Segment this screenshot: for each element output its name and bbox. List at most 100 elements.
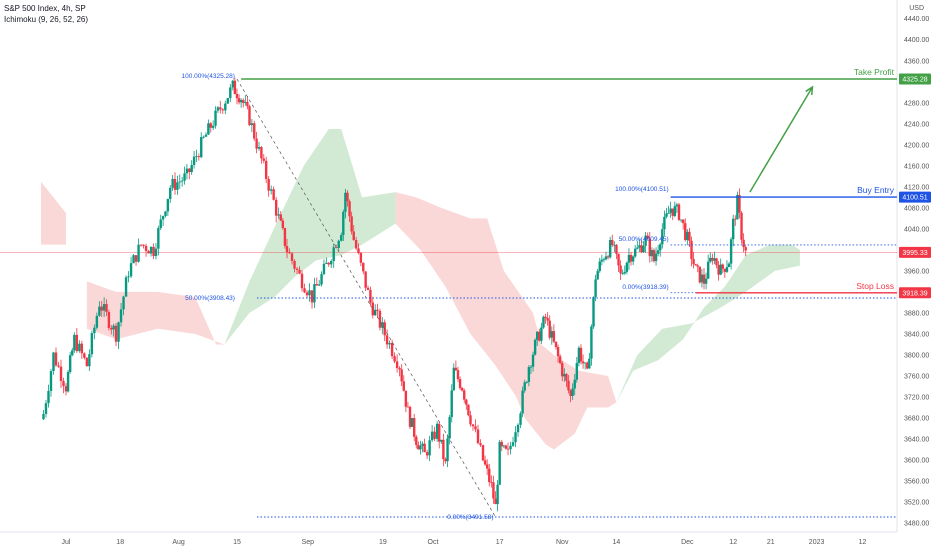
y-tick-label: 4440.00 [904, 16, 929, 23]
y-tick-label: 3800.00 [904, 352, 929, 359]
candle-body [209, 123, 212, 128]
candle-body [272, 189, 275, 200]
candle-body [274, 199, 278, 216]
candle-body [502, 445, 506, 447]
candle-body [567, 380, 570, 391]
candle-body [180, 180, 184, 182]
candle-body [496, 484, 499, 505]
x-tick-label: Aug [172, 539, 185, 546]
candle-body [110, 327, 113, 330]
y-tick-label: 4360.00 [904, 58, 929, 65]
candle-body [679, 219, 683, 221]
candle-body [719, 264, 722, 275]
candle-body [738, 195, 741, 213]
candle-body [330, 261, 333, 265]
candle-body [310, 290, 314, 303]
candle-body [359, 252, 363, 263]
candle-body [627, 254, 631, 263]
target-arrow-head [805, 85, 814, 96]
candle-body [435, 423, 439, 439]
candle-body [244, 101, 247, 103]
candle-body [207, 123, 210, 135]
candle-body [269, 189, 273, 191]
candle-body [492, 482, 495, 499]
y-tick-label: 3560.00 [904, 479, 929, 486]
candle-body [471, 424, 475, 427]
candle-body [385, 335, 389, 345]
candle-body [117, 322, 120, 342]
candle-body [169, 187, 172, 199]
candle-body [702, 274, 706, 284]
candle-body [675, 204, 679, 207]
candle-body [656, 250, 660, 254]
candle-body [402, 381, 405, 391]
candle-body [460, 388, 464, 391]
candle-body [452, 367, 456, 391]
candle-body [709, 257, 712, 262]
candle-body [598, 261, 601, 272]
candle-body [419, 445, 422, 450]
candle-body [723, 268, 727, 272]
candle-body [561, 363, 564, 377]
candle-body [506, 448, 510, 450]
candle-body [742, 239, 745, 248]
candle-body [715, 258, 718, 266]
candle-body [481, 445, 485, 461]
candle-body [615, 244, 618, 254]
candle-body [290, 253, 294, 261]
candle-body [152, 246, 155, 257]
candle-body [105, 304, 108, 313]
ichimoku-cloud-bull [224, 129, 396, 345]
candle-body [132, 255, 135, 264]
candle-body [317, 284, 321, 286]
candle-body [523, 382, 526, 391]
candle-body [521, 390, 524, 414]
x-tick-label: Oct [428, 539, 439, 546]
y-tick-label: 3600.00 [904, 458, 929, 465]
candle-body [594, 279, 597, 298]
candle-body [525, 381, 528, 383]
candle-body [606, 256, 610, 258]
candle-body [563, 374, 566, 377]
candle-body [588, 358, 591, 369]
candle-body [428, 440, 431, 456]
candle-body [267, 178, 270, 191]
candle-body [665, 213, 668, 217]
candle-body [114, 325, 118, 342]
candle-body [634, 248, 637, 257]
x-tick-label: Sep [302, 539, 315, 546]
candle-body [623, 271, 626, 274]
candle-body [369, 289, 372, 303]
candle-body [646, 235, 649, 239]
candle-body [255, 138, 258, 149]
candle-body [98, 306, 101, 316]
candle-body [613, 244, 616, 246]
candle-body [573, 379, 576, 389]
candle-body [533, 339, 537, 355]
candle-body [71, 350, 74, 356]
candle-body [185, 168, 189, 174]
candle-body [102, 304, 106, 311]
candle-body [335, 247, 338, 249]
candle-body [575, 363, 579, 380]
indicator-legend[interactable]: Ichimoku (9, 26, 52, 26) [4, 15, 89, 24]
candle-body [406, 406, 410, 408]
candle-body [474, 426, 477, 430]
candle-body [221, 109, 224, 111]
candle-body [621, 273, 624, 275]
candle-body [42, 413, 45, 420]
fib2-label-100: 100.00%(4100.51) [615, 186, 669, 193]
candle-body [581, 361, 585, 364]
candle-body [325, 262, 328, 264]
candle-body [600, 259, 604, 262]
candle-body [281, 220, 285, 229]
candle-body [604, 256, 608, 260]
candle-body [340, 234, 343, 241]
fib-label-100: 100.00%(4325.28) [181, 73, 235, 80]
candle-body [579, 347, 583, 362]
candle-body [448, 417, 451, 439]
candle-body [57, 365, 60, 367]
fib2-label-0: 0.00%(3918.39) [622, 284, 668, 291]
candle-body [300, 273, 304, 289]
